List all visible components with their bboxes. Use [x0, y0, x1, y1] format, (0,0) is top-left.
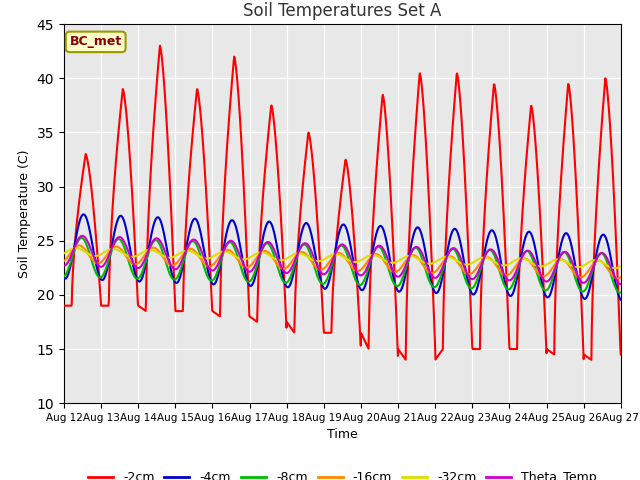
Legend: -2cm, -4cm, -8cm, -16cm, -32cm, Theta_Temp: -2cm, -4cm, -8cm, -16cm, -32cm, Theta_Te… [83, 467, 602, 480]
Text: BC_met: BC_met [70, 36, 122, 48]
X-axis label: Time: Time [327, 429, 358, 442]
Y-axis label: Soil Temperature (C): Soil Temperature (C) [18, 149, 31, 278]
Title: Soil Temperatures Set A: Soil Temperatures Set A [243, 1, 442, 20]
